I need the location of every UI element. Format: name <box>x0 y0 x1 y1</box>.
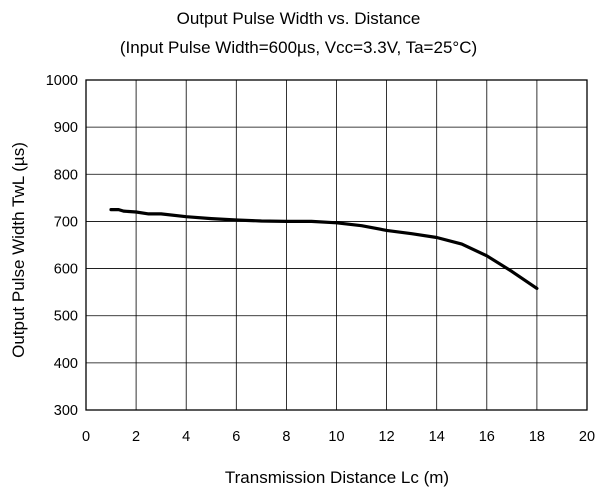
y-tick-label: 500 <box>54 309 78 325</box>
x-tick-label: 18 <box>529 429 545 445</box>
y-tick-label: 700 <box>54 214 78 230</box>
x-tick-labels: 0 2 4 6 8 10 12 14 16 18 20 <box>82 429 595 445</box>
y-tick-label: 400 <box>54 356 78 372</box>
x-tick-label: 2 <box>132 429 140 445</box>
x-axis-label: Transmission Distance Lc (m) <box>225 468 449 487</box>
y-tick-label: 1000 <box>46 73 78 89</box>
y-tick-labels: 300 400 500 600 700 800 900 1000 <box>46 73 78 419</box>
x-tick-label: 8 <box>282 429 290 445</box>
y-tick-label: 900 <box>54 120 78 136</box>
x-tick-label: 4 <box>182 429 190 445</box>
x-tick-label: 6 <box>232 429 240 445</box>
x-tick-label: 16 <box>479 429 495 445</box>
y-tick-label: 300 <box>54 403 78 419</box>
y-axis-label: Output Pulse Width TwL (µs) <box>9 142 28 358</box>
grid-lines <box>86 80 587 410</box>
y-tick-label: 800 <box>54 167 78 183</box>
x-tick-label: 14 <box>429 429 445 445</box>
x-tick-label: 20 <box>579 429 595 445</box>
y-tick-label: 600 <box>54 262 78 278</box>
x-tick-label: 0 <box>82 429 90 445</box>
x-tick-label: 12 <box>379 429 395 445</box>
x-tick-label: 10 <box>328 429 344 445</box>
